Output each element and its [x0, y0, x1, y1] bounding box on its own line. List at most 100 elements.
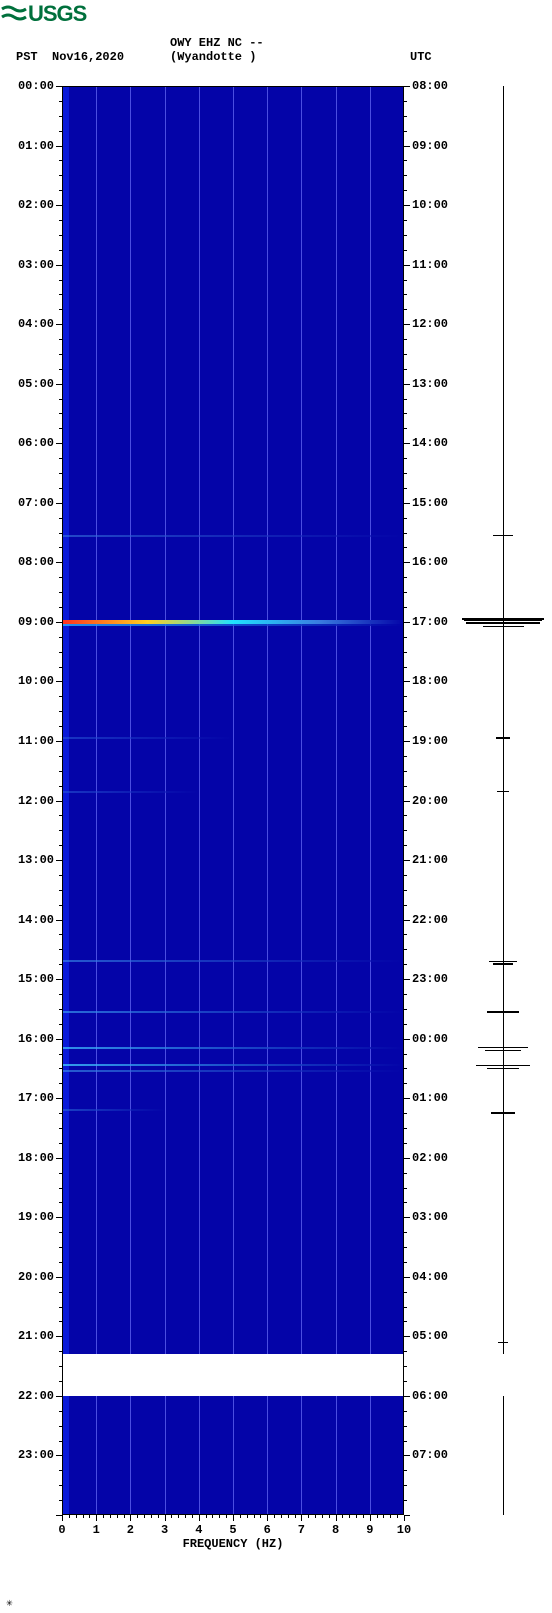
y-label-left: 16:00: [18, 1032, 54, 1046]
y-tick-minor: [59, 294, 62, 295]
y-tick-minor: [404, 473, 407, 474]
x-tick-minor: [69, 1515, 70, 1518]
x-tick-minor: [295, 1515, 296, 1518]
x-tick-minor: [76, 1515, 77, 1518]
y-label-right: 13:00: [412, 377, 448, 391]
y-tick-minor: [404, 711, 407, 712]
y-tick-minor: [404, 428, 407, 429]
x-tick-minor: [288, 1515, 289, 1518]
y-tick-minor: [59, 949, 62, 950]
y-label-left: 06:00: [18, 436, 54, 450]
y-label-right: 10:00: [412, 198, 448, 212]
y-tick-minor: [404, 756, 407, 757]
x-tick: [62, 1515, 63, 1521]
y-tick-minor: [59, 994, 62, 995]
spectral-streak: [62, 1011, 404, 1013]
x-tick-minor: [363, 1515, 364, 1518]
y-tick-minor: [404, 1247, 407, 1248]
y-tick-minor: [59, 1113, 62, 1114]
y-tick: [404, 205, 410, 206]
date: Nov16,2020: [52, 50, 124, 64]
y-label-left: 04:00: [18, 317, 54, 331]
y-label-right: 20:00: [412, 794, 448, 808]
y-tick-minor: [404, 369, 407, 370]
x-tick-minor: [124, 1515, 125, 1518]
y-tick-minor: [59, 592, 62, 593]
gridline-vertical: [96, 86, 97, 1515]
y-tick-minor: [59, 875, 62, 876]
y-tick-minor: [404, 1024, 407, 1025]
y-tick-minor: [59, 190, 62, 191]
y-tick-minor: [404, 280, 407, 281]
x-tick-label: 3: [161, 1523, 168, 1537]
y-tick-minor: [404, 1485, 407, 1486]
y-tick-minor: [59, 1470, 62, 1471]
y-tick: [404, 1158, 410, 1159]
x-tick-label: 9: [366, 1523, 373, 1537]
y-label-left: 03:00: [18, 258, 54, 272]
y-tick-minor: [59, 428, 62, 429]
y-tick-minor: [59, 458, 62, 459]
x-axis: FREQUENCY (HZ) 012345678910: [62, 1515, 404, 1555]
gridline-vertical: [165, 86, 166, 1515]
y-tick: [404, 860, 410, 861]
y-label-left: 12:00: [18, 794, 54, 808]
y-tick-minor: [404, 949, 407, 950]
y-label-right: 03:00: [412, 1210, 448, 1224]
y-tick-minor: [404, 845, 407, 846]
low-freq-band: [62, 86, 69, 1515]
y-tick: [404, 1039, 410, 1040]
y-tick-minor: [59, 1247, 62, 1248]
y-tick-minor: [404, 1054, 407, 1055]
y-label-left: 18:00: [18, 1151, 54, 1165]
y-tick-minor: [404, 190, 407, 191]
spectral-streak: [62, 1047, 404, 1049]
y-tick-minor: [404, 131, 407, 132]
y-label-left: 22:00: [18, 1389, 54, 1403]
x-tick-minor: [151, 1515, 152, 1518]
y-tick-minor: [404, 786, 407, 787]
y-tick-minor: [59, 101, 62, 102]
y-tick-minor: [404, 905, 407, 906]
y-tick-minor: [59, 354, 62, 355]
y-tick-minor: [404, 1321, 407, 1322]
amplitude-event: [462, 535, 544, 537]
y-tick: [56, 1396, 62, 1397]
y-tick-minor: [59, 577, 62, 578]
y-tick: [404, 681, 410, 682]
y-label-right: 05:00: [412, 1329, 448, 1343]
y-tick: [404, 562, 410, 563]
y-label-right: 18:00: [412, 674, 448, 688]
header-left: PST Nov16,2020: [16, 50, 124, 64]
amplitude-event: [462, 1067, 544, 1069]
y-label-right: 15:00: [412, 496, 448, 510]
y-tick-minor: [59, 250, 62, 251]
x-tick-minor: [117, 1515, 118, 1518]
x-axis-title: FREQUENCY (HZ): [62, 1537, 404, 1551]
amplitude-event: [462, 963, 544, 965]
y-tick-minor: [59, 369, 62, 370]
amplitude-event: [462, 1011, 544, 1013]
right-tz: UTC: [410, 50, 432, 64]
y-tick-minor: [404, 964, 407, 965]
x-tick-minor: [158, 1515, 159, 1518]
y-tick: [56, 324, 62, 325]
y-tick-minor: [404, 875, 407, 876]
spectral-streak: [62, 1064, 404, 1066]
y-tick-minor: [59, 771, 62, 772]
y-tick: [404, 146, 410, 147]
y-tick-minor: [59, 1128, 62, 1129]
y-tick-minor: [59, 1500, 62, 1501]
y-label-left: 05:00: [18, 377, 54, 391]
y-tick-minor: [404, 1470, 407, 1471]
y-tick-minor: [404, 547, 407, 548]
x-tick-minor: [110, 1515, 111, 1518]
x-tick-minor: [397, 1515, 398, 1518]
station-code: OWY EHZ NC --: [170, 36, 264, 50]
y-tick-minor: [404, 1292, 407, 1293]
y-tick: [404, 1098, 410, 1099]
x-tick: [130, 1515, 131, 1521]
y-tick-minor: [59, 1202, 62, 1203]
x-tick-minor: [274, 1515, 275, 1518]
y-tick-minor: [404, 1143, 407, 1144]
